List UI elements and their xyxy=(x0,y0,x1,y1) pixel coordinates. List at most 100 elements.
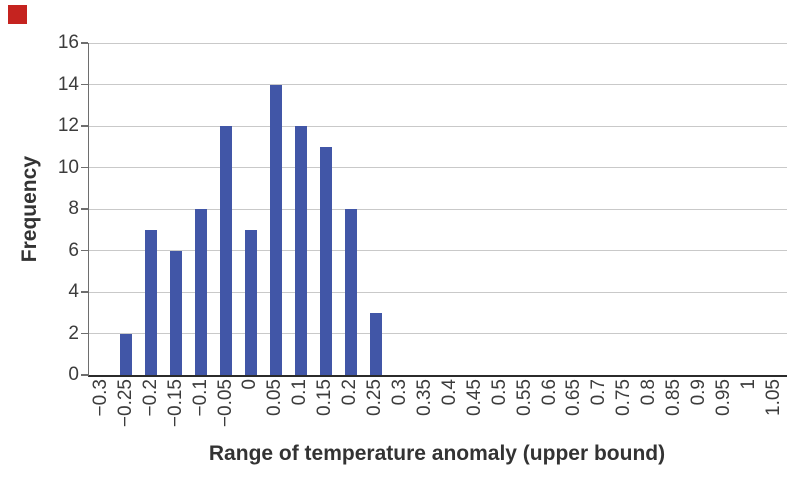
x-tick-slot: 1.05 xyxy=(761,379,786,441)
y-tick-label: 10 xyxy=(57,156,79,178)
plot-area xyxy=(88,42,787,377)
x-tick-label: −0.05 xyxy=(214,379,236,428)
bar xyxy=(369,312,382,375)
y-tick-label: 2 xyxy=(68,322,79,344)
y-tick-mark xyxy=(81,208,88,210)
gridline xyxy=(89,333,787,334)
bar xyxy=(220,126,233,375)
x-tick-slot: 0.6 xyxy=(537,379,562,441)
gridline xyxy=(89,42,787,44)
bar xyxy=(195,209,208,375)
bar xyxy=(145,229,158,375)
x-tick-label: 0.8 xyxy=(638,379,660,406)
gridline xyxy=(89,250,787,251)
x-tick-label: 0.2 xyxy=(339,379,361,406)
red-square-marker xyxy=(8,5,27,24)
y-tick-label: 0 xyxy=(68,364,79,385)
y-tick-mark xyxy=(81,291,88,293)
x-tick-label: 0.3 xyxy=(389,379,411,406)
x-tick-label: 0.25 xyxy=(364,379,386,416)
bar xyxy=(245,229,258,375)
x-tick-slot: 0.35 xyxy=(412,379,437,441)
x-tick-slot: −0.25 xyxy=(113,379,138,441)
x-tick-slot: 0.7 xyxy=(586,379,611,441)
x-axis-tick-labels: −0.3 −0.25 −0.2 −0.15 −0.1 −0.05 0 0.05 0.1 0.15 0… xyxy=(88,379,786,441)
x-tick-label: 0.9 xyxy=(688,379,710,406)
x-tick-slot: 0.95 xyxy=(711,379,736,441)
x-tick-label: 0.5 xyxy=(488,379,510,406)
x-tick-label: 0.05 xyxy=(264,379,286,416)
gridline xyxy=(89,167,787,168)
y-tick-label: 16 xyxy=(57,32,79,53)
bar xyxy=(344,209,357,375)
y-tick-mark xyxy=(81,83,88,86)
x-tick-slot: 0.25 xyxy=(362,379,387,441)
x-tick-label: −0.1 xyxy=(189,379,211,417)
y-axis-tick-labels: 0 2 4 6 8 10 12 14 16 xyxy=(0,32,79,385)
x-axis-title: Range of temperature anomaly (upper boun… xyxy=(208,442,666,465)
x-tick-slot: 0.55 xyxy=(512,379,537,441)
y-tick-label: 12 xyxy=(57,115,79,136)
gridline xyxy=(89,291,787,293)
x-tick-label: −0.2 xyxy=(139,379,161,417)
x-tick-slot: 0.15 xyxy=(312,379,337,441)
y-tick-mark xyxy=(81,166,88,169)
x-tick-slot: 0.65 xyxy=(562,379,587,441)
bar xyxy=(120,333,133,375)
x-tick-label: −0.25 xyxy=(114,379,136,428)
y-axis-tick-marks xyxy=(81,42,88,376)
x-tick-label: 1 xyxy=(737,379,759,390)
x-tick-slot: 0.4 xyxy=(437,379,462,441)
x-tick-label: 0.45 xyxy=(463,379,485,416)
x-tick-slot: −0.3 xyxy=(88,379,113,441)
x-tick-slot: 0.85 xyxy=(661,379,686,441)
x-tick-label: 1.05 xyxy=(762,379,784,416)
y-tick-label: 6 xyxy=(68,239,79,261)
y-tick-label: 14 xyxy=(57,73,79,95)
y-tick-mark xyxy=(81,249,88,252)
x-tick-label: 0.1 xyxy=(289,379,311,406)
y-tick-mark xyxy=(81,125,88,127)
x-tick-label: 0.15 xyxy=(314,379,336,416)
x-tick-label: −0.3 xyxy=(89,379,111,417)
y-tick-label: 8 xyxy=(68,198,79,219)
x-tick-slot: 0.75 xyxy=(611,379,636,441)
x-tick-slot: 0.05 xyxy=(262,379,287,441)
x-tick-slot: 0.5 xyxy=(487,379,512,441)
x-tick-label: 0.85 xyxy=(663,379,685,416)
x-tick-slot: −0.05 xyxy=(213,379,238,441)
x-tick-slot: 0.1 xyxy=(287,379,312,441)
x-tick-label: 0.75 xyxy=(613,379,635,416)
x-tick-slot: −0.1 xyxy=(188,379,213,441)
gridline xyxy=(89,125,787,127)
x-tick-label: 0.4 xyxy=(438,379,460,406)
x-tick-label: −0.15 xyxy=(164,379,186,428)
x-tick-label: 0.35 xyxy=(413,379,435,416)
bar xyxy=(269,84,282,375)
x-tick-slot: 0.8 xyxy=(636,379,661,441)
bar xyxy=(294,126,307,375)
y-tick-mark xyxy=(81,42,88,44)
x-tick-slot: 1 xyxy=(736,379,761,441)
gridline xyxy=(89,84,787,85)
x-tick-label: 0.55 xyxy=(513,379,535,416)
y-tick-mark xyxy=(81,374,88,376)
x-tick-label: 0.6 xyxy=(538,379,560,406)
x-tick-label: 0.7 xyxy=(588,379,610,406)
x-tick-slot: 0.45 xyxy=(462,379,487,441)
gridline xyxy=(89,208,787,210)
x-tick-label: 0.95 xyxy=(713,379,734,416)
bar xyxy=(319,146,332,375)
x-tick-slot: 0 xyxy=(238,379,263,441)
y-tick-mark xyxy=(81,332,88,335)
x-tick-slot: 0.3 xyxy=(387,379,412,441)
y-tick-label: 4 xyxy=(68,281,79,302)
bar xyxy=(170,250,183,375)
x-tick-slot: 0.2 xyxy=(337,379,362,441)
x-tick-label: 0.65 xyxy=(563,379,585,416)
x-tick-label: 0 xyxy=(239,379,261,390)
x-tick-slot: 0.9 xyxy=(686,379,711,441)
x-tick-slot: −0.15 xyxy=(163,379,188,441)
x-tick-slot: −0.2 xyxy=(138,379,163,441)
